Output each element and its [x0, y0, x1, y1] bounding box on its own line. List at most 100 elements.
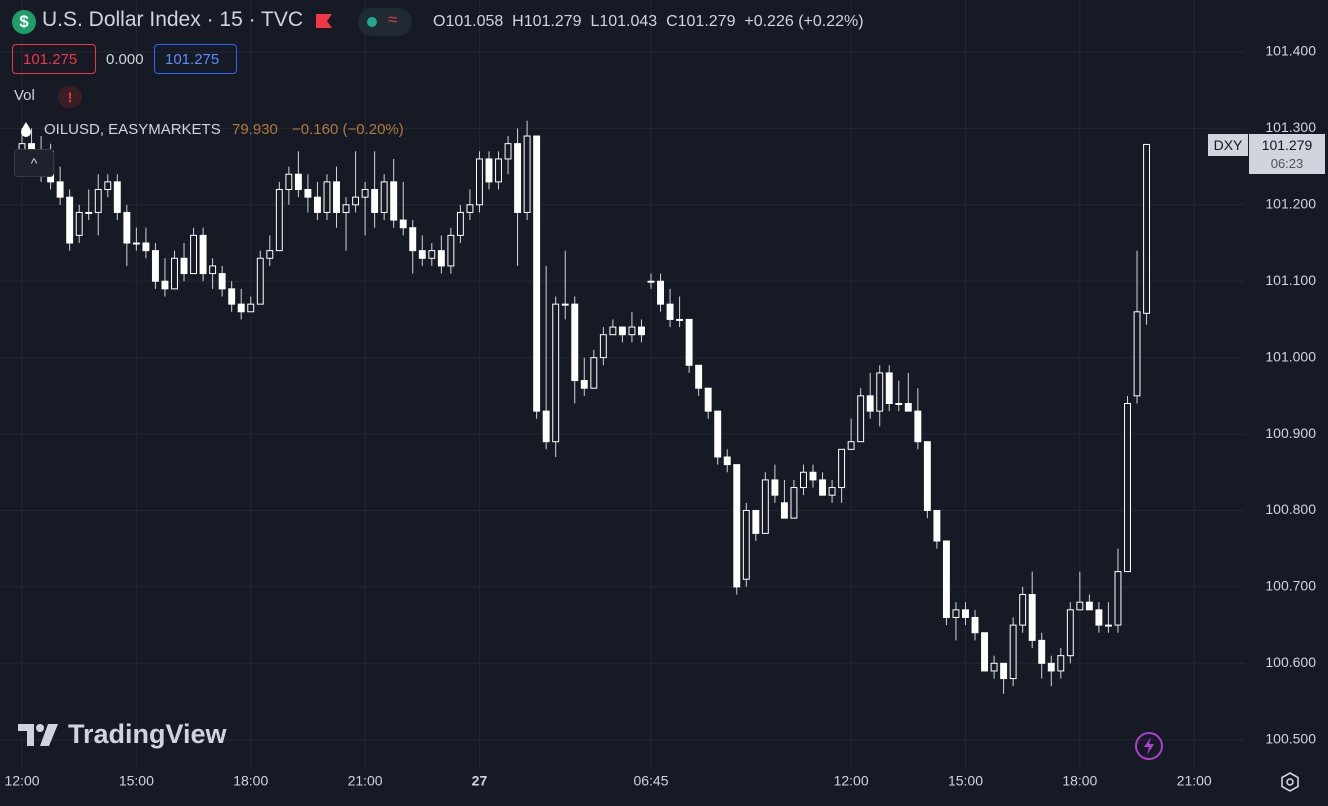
ohlc-readout: O101.058 H101.279 L101.043 C101.279 +0.2… [433, 13, 864, 31]
candle-body [885, 372, 893, 404]
bar-countdown: 06:23 [1270, 156, 1304, 171]
candle-body [676, 318, 684, 321]
candle-body [104, 181, 112, 191]
candle-body [237, 303, 245, 313]
candle-body [199, 234, 207, 275]
logo-icon [18, 724, 58, 746]
candle-body [171, 257, 178, 290]
candle-body [590, 357, 598, 389]
candle-body [75, 211, 83, 236]
candle-body [704, 387, 712, 412]
candle-body [323, 181, 331, 213]
delay-icon: ≈ [388, 10, 398, 29]
y-tick-label: 101.100 [1265, 272, 1316, 288]
compare-price: 79.930 [232, 121, 278, 138]
candle-body [847, 441, 855, 450]
candle-body [380, 181, 388, 213]
x-tick-label: 15:00 [948, 773, 983, 789]
candle-body [752, 509, 760, 534]
candle-body [952, 609, 960, 618]
candle-body [1009, 624, 1017, 680]
flag-icon[interactable] [314, 12, 334, 32]
candle-body [1000, 662, 1008, 680]
volume-warning[interactable]: ! [58, 86, 82, 108]
candle-body [313, 196, 321, 213]
y-tick-label: 101.200 [1265, 196, 1316, 212]
lightning-button[interactable] [1134, 731, 1164, 761]
candle-body [209, 265, 217, 275]
candle-body [790, 487, 798, 519]
candle-body [409, 227, 417, 252]
candle-body [428, 250, 436, 259]
candle-body [161, 280, 169, 290]
last-price: 101.279 [1261, 137, 1313, 153]
candle-body [800, 471, 807, 489]
candle-body [962, 609, 969, 618]
candle-body [504, 143, 512, 160]
open: O101.058 [433, 13, 504, 30]
x-tick-label: 12:00 [834, 773, 869, 789]
candle-body [1028, 594, 1036, 641]
candle-body [876, 372, 884, 412]
candle-body [56, 181, 64, 198]
candle-body [456, 211, 464, 236]
market-open-dot [367, 17, 377, 27]
candle-body [94, 189, 102, 213]
settings-button[interactable] [1280, 772, 1300, 792]
compare-symbol[interactable]: OILUSD, EASYMARKETS [44, 121, 221, 138]
candle-body [476, 158, 483, 206]
compare-change: −0.160 (−0.20%) [292, 121, 404, 138]
candle-body [742, 509, 750, 580]
candle-body [561, 303, 569, 306]
candle-body [1019, 594, 1027, 626]
spread: 0.000 [106, 51, 144, 68]
candle-body [647, 280, 655, 283]
candle-body [552, 303, 560, 443]
candle-body [723, 456, 731, 466]
candle-body [990, 662, 998, 672]
candle-body [1076, 601, 1084, 611]
sell-button[interactable]: 101.275 [12, 44, 96, 74]
symbol-icon: $ [12, 10, 36, 34]
candle-body [371, 189, 379, 213]
candle-body [666, 303, 674, 320]
candle-body [1104, 624, 1112, 627]
candle-body [523, 135, 531, 213]
buy-button[interactable]: 101.275 [154, 44, 237, 74]
candle-body [638, 326, 645, 336]
collapse-button[interactable]: ^ [14, 149, 54, 177]
volume-label[interactable]: Vol [14, 87, 35, 104]
candle-body [533, 135, 541, 412]
candle-body [1057, 655, 1065, 672]
candle-body [819, 479, 826, 496]
candle-body [914, 410, 922, 443]
symbol-title[interactable]: U.S. Dollar Index · 15 · TVC [42, 8, 304, 31]
candle-body [933, 509, 941, 542]
candle-body [981, 632, 988, 672]
candle-body [828, 487, 836, 496]
candle-body [123, 211, 131, 244]
candle-body [418, 250, 426, 259]
candle-body [761, 479, 769, 534]
drop-icon [21, 122, 31, 137]
candle-body [342, 204, 350, 213]
candle-body [628, 326, 636, 336]
grid [0, 0, 1245, 768]
candle-body [571, 303, 579, 382]
y-tick-label: 101.000 [1265, 348, 1316, 364]
candle-body [1114, 571, 1122, 626]
candle-body [352, 196, 360, 206]
y-tick-label: 100.800 [1265, 501, 1316, 517]
y-tick-label: 100.600 [1265, 654, 1316, 670]
status-pill[interactable]: ≈ [358, 8, 412, 36]
candle-body [866, 395, 874, 412]
candle-body [904, 402, 912, 412]
candle-body [399, 219, 407, 229]
candle-body [657, 280, 664, 305]
candle-body [294, 173, 302, 191]
candle-body [733, 464, 741, 588]
candle-body [228, 288, 236, 305]
candle-body [1038, 639, 1046, 664]
